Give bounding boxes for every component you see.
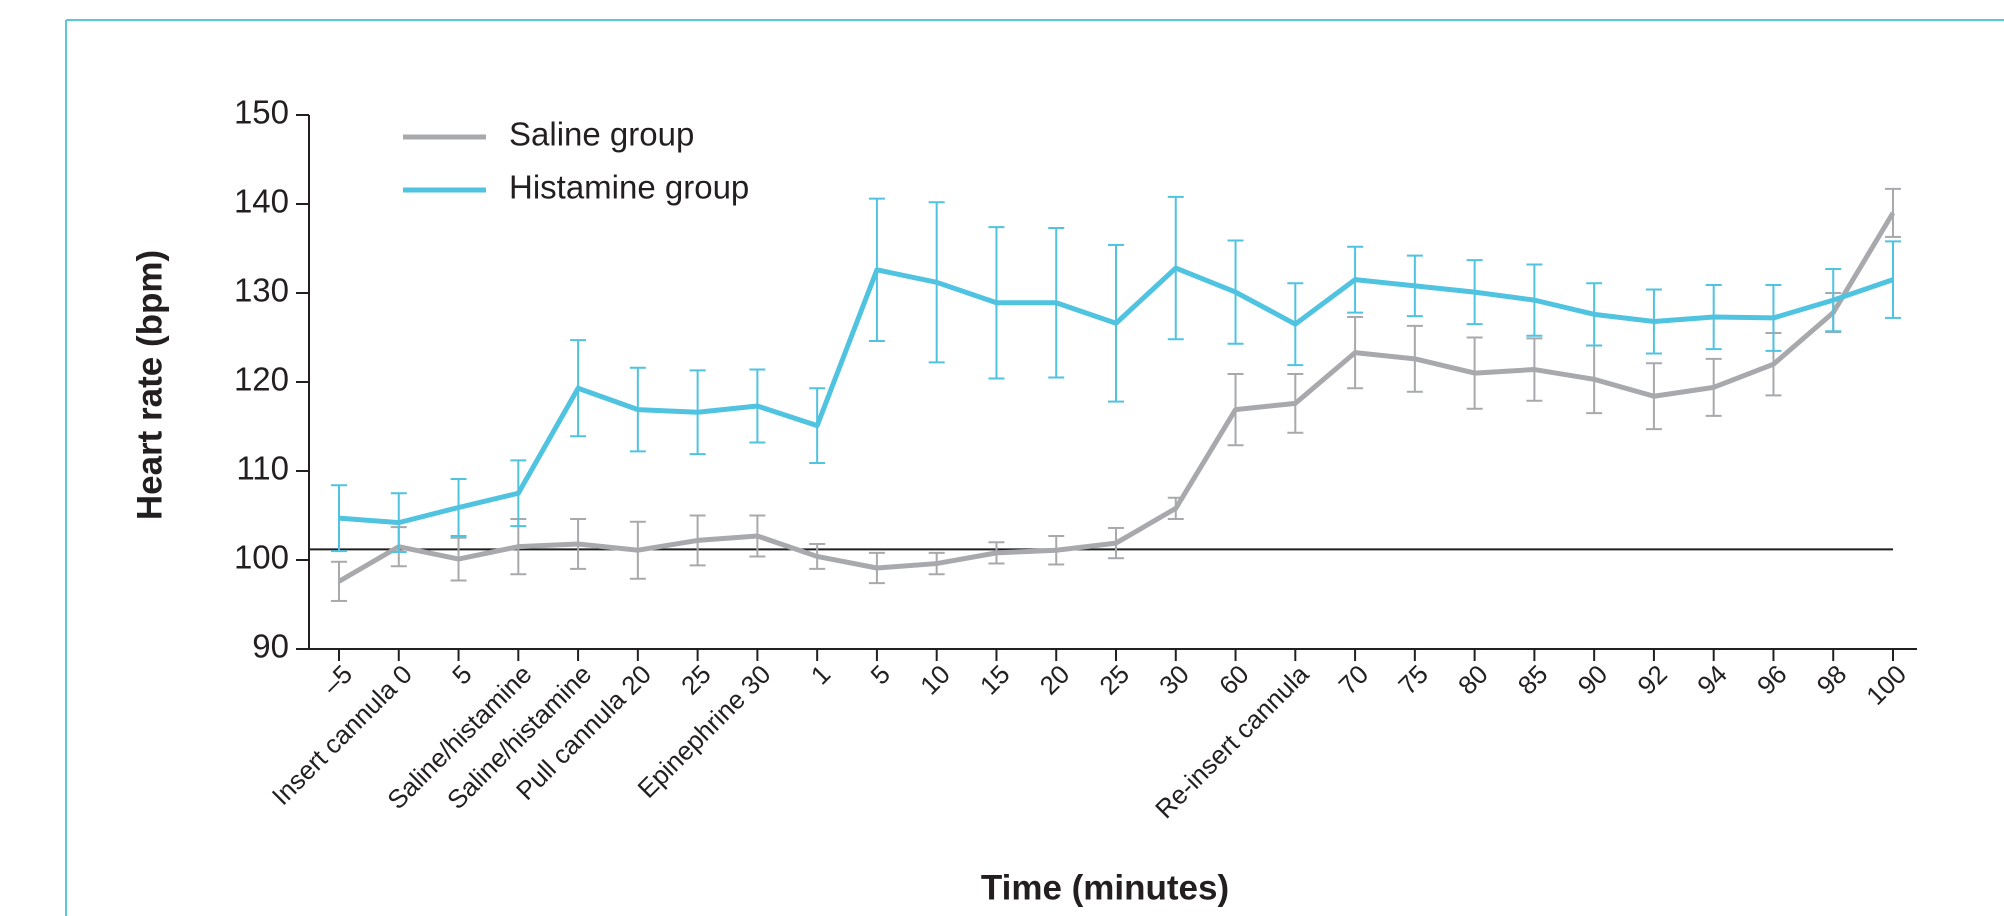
x-tick-label: 25	[675, 659, 717, 701]
x-tick-label: 1	[805, 659, 836, 690]
x-tick-label: 98	[1811, 659, 1853, 701]
x-tick-label: 85	[1512, 659, 1554, 701]
x-tick-label: 10	[914, 659, 956, 701]
x-tick-label: 70	[1333, 659, 1375, 701]
series-line	[338, 265, 1894, 526]
x-tick-label: 94	[1691, 659, 1733, 701]
y-tick-label: 90	[252, 628, 289, 665]
y-axis-title: Heart rate (bpm)	[130, 250, 169, 520]
x-tick-label: 5	[446, 659, 477, 690]
x-tick-label: 5	[865, 659, 896, 690]
x-tick-label: 15	[974, 659, 1016, 701]
y-tick-label: 130	[234, 272, 289, 309]
y-tick-label: 100	[234, 539, 289, 576]
x-tick-label: 96	[1751, 659, 1793, 701]
x-tick-label: 92	[1631, 659, 1673, 701]
y-tick-label: 120	[234, 361, 289, 398]
x-tick-label: –5	[316, 659, 358, 701]
x-tick-label: 80	[1452, 659, 1494, 701]
y-tick-label: 150	[234, 94, 289, 131]
x-tick-label: 100	[1860, 659, 1912, 711]
x-tick-label: 20	[1034, 659, 1076, 701]
legend-label: Saline group	[509, 116, 694, 153]
x-tick-label: 30	[1153, 659, 1195, 701]
y-tick-label: 110	[236, 450, 289, 487]
legend-label: Histamine group	[509, 169, 749, 206]
x-tick-label: 60	[1213, 659, 1255, 701]
x-tick-label: 90	[1572, 659, 1614, 701]
x-axis-title: Time (minutes)	[981, 868, 1229, 907]
x-tick-label: 25	[1093, 659, 1135, 701]
x-tick-label: 75	[1392, 659, 1434, 701]
y-tick-label: 140	[234, 183, 289, 220]
series-line	[337, 211, 1896, 584]
